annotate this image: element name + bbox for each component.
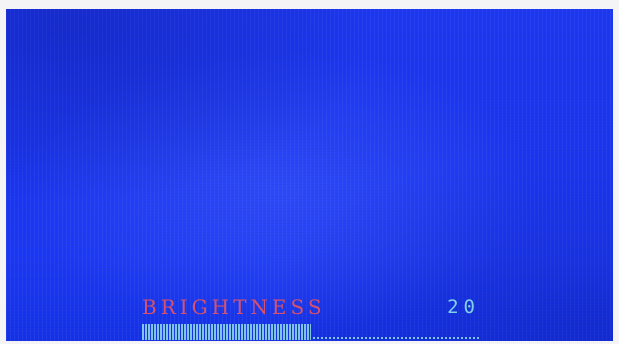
osd-value: 20 [447,296,480,318]
brightness-slider[interactable] [142,324,480,340]
brightness-slider-fill [142,324,311,340]
osd-brightness-panel: BRIGHTNESS 20 [142,296,482,341]
monitor-screen: BRIGHTNESS 20 [6,9,613,341]
brightness-slider-track [313,337,480,339]
osd-label: BRIGHTNESS [142,295,326,319]
